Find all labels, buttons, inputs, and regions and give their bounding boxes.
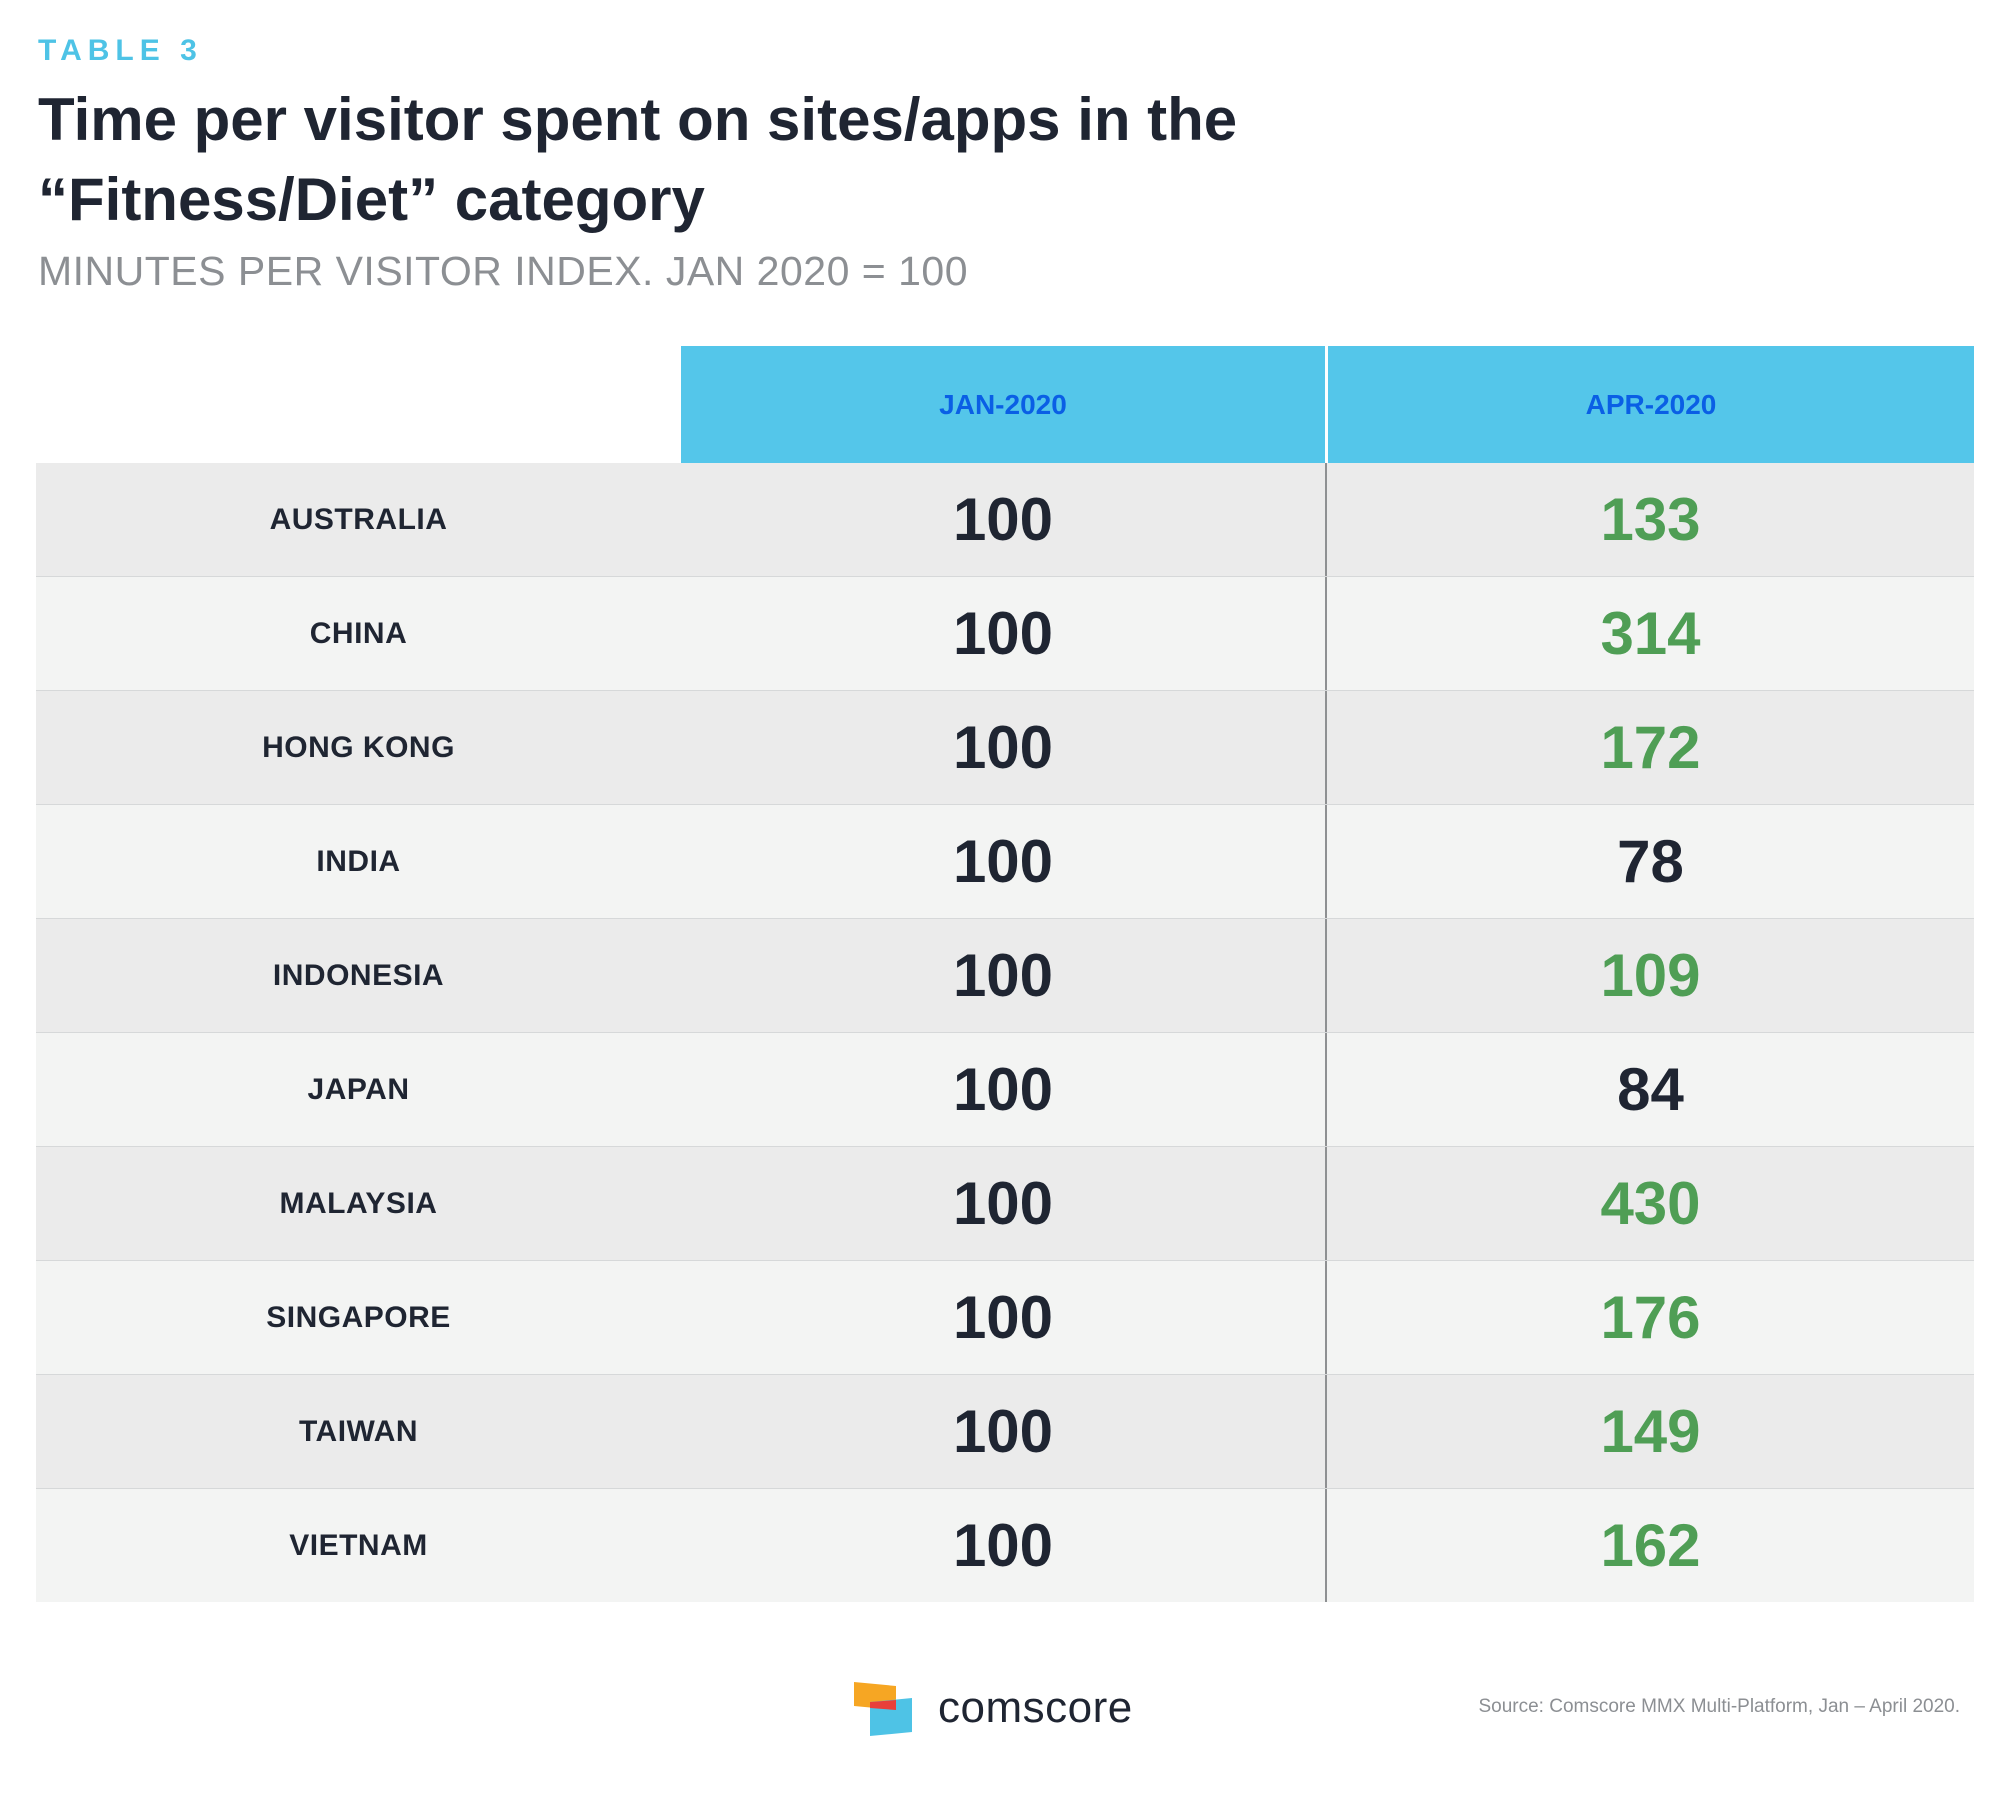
column-header-apr: APR-2020 — [1328, 346, 1974, 463]
row-apr-value: 172 — [1600, 714, 1701, 781]
row-country: MALAYSIA — [279, 1186, 438, 1220]
page-subtitle: MINUTES PER VISITOR INDEX. JAN 2020 = 10… — [38, 248, 969, 294]
row-apr-value: 109 — [1600, 942, 1701, 1009]
comscore-logo: comscore — [852, 1680, 1162, 1736]
table-row: TAIWAN 100 149 — [36, 1374, 1974, 1488]
row-jan-value: 100 — [952, 1170, 1054, 1237]
source-note: Source: Comscore MMX Multi-Platform, Jan… — [1478, 1696, 1960, 1717]
row-country: CHINA — [309, 616, 408, 650]
row-jan-value: 100 — [952, 1398, 1054, 1465]
column-header-jan: JAN-2020 — [681, 346, 1325, 463]
table-row: AUSTRALIA 100 133 — [36, 463, 1974, 576]
row-country: AUSTRALIA — [269, 502, 448, 536]
row-apr-value: 133 — [1600, 486, 1701, 553]
row-jan-value: 100 — [952, 714, 1054, 781]
row-jan-value: 100 — [952, 486, 1054, 553]
row-jan-value: 100 — [952, 828, 1054, 895]
row-jan-value: 100 — [952, 600, 1054, 667]
column-divider — [1325, 577, 1327, 690]
row-apr-value: 149 — [1600, 1398, 1701, 1465]
column-divider — [1325, 463, 1327, 576]
column-divider — [1325, 1489, 1327, 1602]
header-divider — [1325, 346, 1328, 463]
column-divider — [1325, 1033, 1327, 1146]
data-table: JAN-2020 APR-2020 AUSTRALIA 100 133 CHINA 10… — [36, 346, 1974, 1602]
row-apr-value: 176 — [1600, 1284, 1701, 1351]
row-country: INDONESIA — [272, 958, 445, 992]
row-apr-value: 162 — [1600, 1512, 1701, 1579]
comscore-logo-icon — [854, 1682, 912, 1736]
table-row: INDONESIA 100 109 — [36, 918, 1974, 1032]
table-row: SINGAPORE 100 176 — [36, 1260, 1974, 1374]
table-row: CHINA 100 314 — [36, 576, 1974, 690]
column-divider — [1325, 1147, 1327, 1260]
column-divider — [1325, 919, 1327, 1032]
table-row: JAPAN 100 84 — [36, 1032, 1974, 1146]
row-country: JAPAN — [307, 1072, 410, 1106]
row-apr-value: 84 — [1617, 1056, 1684, 1123]
row-country: HONG KONG — [262, 730, 455, 764]
row-jan-value: 100 — [952, 1056, 1054, 1123]
table-row: VIETNAM 100 162 — [36, 1488, 1974, 1602]
page-title: Time per visitor spent on sites/apps in … — [38, 86, 1238, 233]
table-body: AUSTRALIA 100 133 CHINA 100 314 HONG KONG 100 17… — [36, 463, 1974, 1602]
row-jan-value: 100 — [952, 942, 1054, 1009]
table-row: INDIA 100 78 — [36, 804, 1974, 918]
table-header: JAN-2020 APR-2020 — [36, 346, 1974, 463]
column-divider — [1325, 1375, 1327, 1488]
row-apr-value: 314 — [1600, 600, 1701, 667]
row-country: INDIA — [316, 844, 401, 878]
row-country: TAIWAN — [298, 1414, 419, 1448]
row-country: SINGAPORE — [266, 1300, 451, 1334]
table-row: MALAYSIA 100 430 — [36, 1146, 1974, 1260]
column-divider — [1325, 805, 1327, 918]
row-apr-value: 78 — [1617, 828, 1684, 895]
comscore-wordmark: comscore — [938, 1683, 1133, 1732]
row-jan-value: 100 — [952, 1512, 1054, 1579]
row-jan-value: 100 — [952, 1284, 1054, 1351]
row-apr-value: 430 — [1600, 1170, 1701, 1237]
column-divider — [1325, 691, 1327, 804]
table-label: TABLE 3 — [38, 34, 203, 67]
table-row: HONG KONG 100 172 — [36, 690, 1974, 804]
column-divider — [1325, 1261, 1327, 1374]
row-country: VIETNAM — [289, 1528, 428, 1562]
